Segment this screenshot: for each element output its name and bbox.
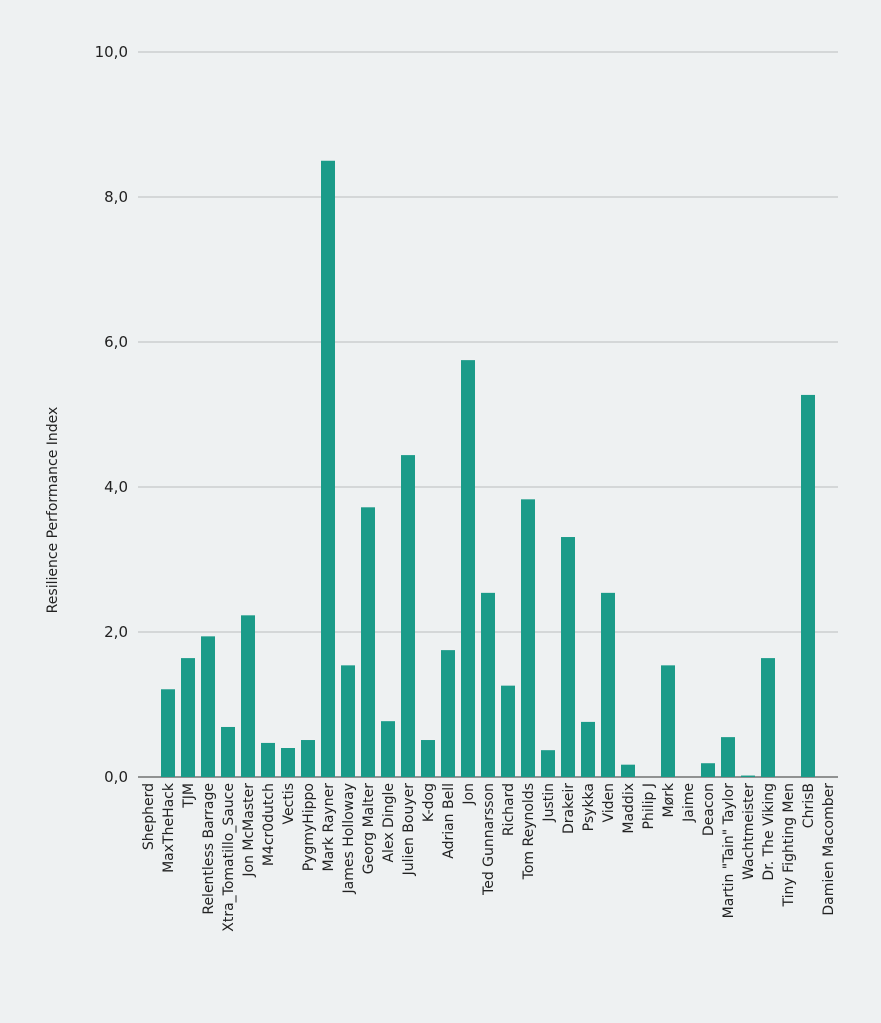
bar: [301, 740, 315, 777]
x-tick-label: Philip J: [641, 783, 657, 829]
x-tick-label: Viden: [601, 783, 617, 823]
bar: [461, 360, 475, 777]
y-tick-label: 10,0: [95, 43, 128, 61]
bar: [221, 726, 235, 777]
x-tick-label: Relentless Barrage: [201, 783, 217, 915]
x-tick-label: Jaime: [681, 783, 697, 823]
bar: [321, 160, 335, 777]
x-tick-label: Maddix: [621, 783, 637, 834]
y-tick-label: 8,0: [104, 188, 128, 206]
x-tick-label: James Holloway: [341, 783, 357, 894]
x-tick-label: Ted Gunnarsson: [481, 783, 497, 896]
y-tick-label: 6,0: [104, 333, 128, 351]
x-tick-label: ChrisB: [801, 783, 817, 828]
y-tick-label: 0,0: [104, 768, 128, 786]
x-tick-label: M4cr0dutch: [261, 783, 277, 866]
x-tick-label: Mark Rayner: [321, 783, 337, 872]
bar: [421, 740, 435, 777]
x-tick-label: Mørk: [661, 782, 677, 817]
bar: [521, 499, 535, 777]
x-tick-label: Justin: [541, 783, 557, 823]
bar: [481, 592, 495, 777]
bar: [621, 764, 635, 777]
x-tick-label: Tiny Fighting Men: [781, 783, 797, 907]
bar: [501, 685, 515, 777]
bar: [661, 665, 675, 777]
bar: [281, 748, 295, 777]
bar: [541, 750, 555, 777]
bar: [341, 665, 355, 777]
bar: [161, 689, 175, 777]
bar: [581, 721, 595, 777]
x-tick-label: Psykka: [581, 783, 597, 831]
x-tick-label: MaxTheHack: [161, 782, 177, 873]
bar: [761, 658, 775, 777]
x-tick-label: Drakeir: [561, 783, 577, 834]
x-tick-label: Tom Reynolds: [521, 783, 537, 880]
x-tick-label: Adrian Bell: [441, 783, 457, 859]
bar: [361, 507, 375, 777]
x-tick-label: Julien Bouyer: [401, 783, 417, 877]
y-tick-label: 4,0: [104, 478, 128, 496]
y-axis-label: Resilience Performance Index: [45, 407, 61, 614]
bar: [701, 763, 715, 777]
x-tick-label: Alex Dingle: [381, 783, 397, 863]
x-tick-label: Dr. The Viking: [761, 783, 777, 881]
bar: [181, 658, 195, 777]
bar: [801, 394, 815, 777]
x-tick-label: Richard: [501, 783, 517, 836]
x-tick-label: TJM: [181, 783, 197, 809]
bar: [441, 650, 455, 777]
x-tick-label: Deacon: [701, 783, 717, 836]
x-tick-label: Wachtmeister: [741, 783, 757, 880]
bar: [601, 592, 615, 777]
bar: [261, 742, 275, 777]
x-tick-label: Martin "Tain" Taylor: [721, 783, 737, 919]
x-tick-label: Georg Malter: [361, 783, 377, 875]
bar: [721, 737, 735, 777]
x-tick-label: Damien Macomber: [821, 783, 837, 916]
x-tick-label: Jon McMaster: [241, 783, 257, 878]
bar: [561, 537, 575, 777]
x-tick-label: Shepherd: [141, 783, 157, 850]
x-tick-label: Jon: [461, 783, 477, 806]
x-tick-label: Vectis: [281, 783, 297, 824]
x-tick-label: PygmyHippo: [301, 783, 317, 871]
bar: [401, 455, 415, 777]
bar: [381, 721, 395, 777]
bar: [741, 775, 755, 777]
x-tick-label: K-dog: [421, 783, 437, 822]
bar: [201, 636, 215, 777]
x-tick-label: Xtra_Tomatillo_Sauce: [221, 783, 237, 932]
y-tick-label: 2,0: [104, 623, 128, 641]
bar: [241, 615, 255, 777]
